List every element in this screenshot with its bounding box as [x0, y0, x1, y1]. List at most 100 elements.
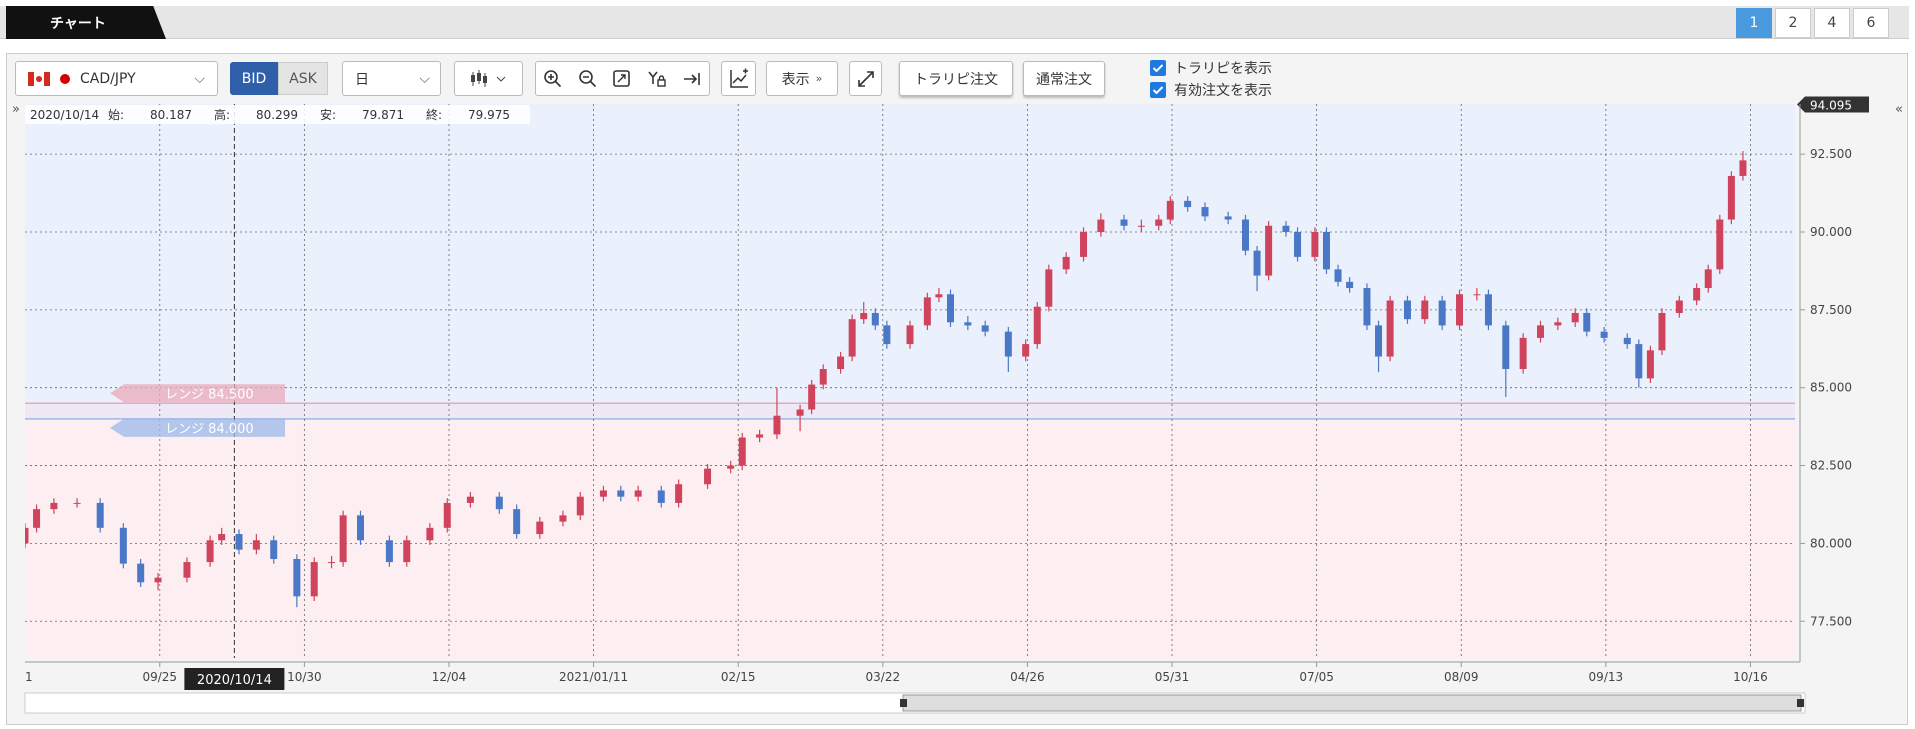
indicator-icon [729, 68, 748, 88]
readout-high: 80.299 [256, 108, 298, 122]
layout-button[interactable]: 6 [1853, 8, 1889, 38]
candle-body [1184, 200, 1192, 208]
y-tick-label: 82.500 [1810, 459, 1852, 473]
zoom-out[interactable] [578, 69, 598, 89]
candle-body [385, 540, 393, 563]
chevron: ⌵ [194, 70, 205, 87]
candle-body [1201, 207, 1209, 217]
collapse-left[interactable]: » [12, 102, 20, 117]
candle-body [466, 496, 474, 503]
checkbox-row[interactable]: 有効注文を表示 [1150, 80, 1272, 100]
scrollbar-handle[interactable] [1797, 699, 1804, 707]
display-select[interactable]: 表示 » [766, 61, 838, 96]
readout-close: 79.975 [468, 108, 510, 122]
candle-body [1022, 344, 1030, 357]
candle-body [310, 562, 318, 597]
zoom-in[interactable] [543, 69, 563, 89]
candle-body [1062, 256, 1070, 270]
checkbox[interactable] [1150, 82, 1166, 98]
y-tick-label: 87.500 [1810, 303, 1852, 317]
candle-body [426, 527, 434, 541]
ask-button[interactable]: ASK [278, 62, 328, 95]
candle-body [964, 322, 972, 326]
candle-body [1739, 160, 1747, 176]
tool-group [535, 61, 710, 96]
fit[interactable] [612, 69, 632, 89]
candle-body [1623, 337, 1631, 345]
candle-body [576, 496, 584, 516]
readout-low: 79.871 [362, 108, 404, 122]
y-tick-label: 77.500 [1810, 614, 1852, 628]
candle-body [946, 294, 954, 323]
candle-body [235, 534, 243, 550]
chart-style-select[interactable] [454, 61, 523, 96]
upper-zone [25, 104, 1795, 404]
candle-body [819, 369, 827, 385]
candle-body [1120, 219, 1128, 226]
candle-body [1693, 288, 1701, 301]
candle-body [1265, 225, 1273, 276]
candle-body [536, 521, 544, 535]
collapse-right[interactable]: « [1895, 102, 1903, 117]
cursor-label: 2020/10/14 [197, 673, 272, 688]
candle-body [1137, 225, 1145, 227]
pair-label: CAD/JPY [80, 70, 136, 87]
layout-button[interactable]: 2 [1775, 8, 1811, 38]
candle-body [1346, 281, 1354, 289]
candle-body [935, 294, 943, 298]
x-tick-label: 10/30 [287, 670, 322, 684]
period-label: 日 [355, 71, 369, 88]
checkbox-row[interactable]: トラリピを表示 [1150, 58, 1272, 78]
candle-body [1421, 300, 1429, 320]
y-tick-label: 92.500 [1810, 147, 1852, 161]
flag-jp [60, 73, 70, 84]
candle-body [1403, 300, 1411, 320]
candle-body [727, 465, 735, 469]
candle-body [1473, 294, 1481, 296]
bid-button[interactable]: BID [230, 62, 278, 95]
layout-button[interactable]: 1 [1736, 8, 1772, 38]
chart-tab[interactable]: チャート [6, 6, 166, 39]
trarepi-order-button[interactable]: トラリピ注文 [899, 61, 1013, 96]
candle-body [871, 312, 879, 326]
scrollbar-thumb[interactable] [902, 694, 1802, 712]
candle-body [773, 415, 781, 435]
cursor-label-bg [184, 668, 285, 690]
layout-button[interactable]: 4 [1814, 8, 1850, 38]
range-tag [110, 384, 285, 403]
candle-body [883, 325, 891, 345]
candle-body [119, 527, 127, 564]
candle-body [1097, 219, 1105, 232]
scrollbar-handle[interactable] [900, 699, 907, 707]
candle-body [1080, 231, 1088, 257]
candle-body [1294, 231, 1302, 257]
candle-body [1600, 331, 1608, 338]
candle-body [495, 496, 503, 510]
checkbox[interactable] [1150, 60, 1166, 76]
candle-body [1646, 350, 1654, 379]
indicator-button[interactable] [721, 61, 756, 96]
expand-button[interactable] [849, 61, 882, 96]
normal-order-button[interactable]: 通常注文 [1023, 61, 1105, 96]
pair-select[interactable]: CAD/JPY ⌵ [15, 61, 218, 96]
candle-body [154, 577, 162, 583]
candle-body [1635, 344, 1643, 379]
display-label: 表示 [781, 71, 810, 88]
readout-open: 80.187 [150, 108, 192, 122]
range-label: レンジ 84.500 [165, 387, 254, 402]
x-tick-label: 09/25 [142, 670, 177, 684]
candle-body [1704, 269, 1712, 289]
go-latest[interactable] [682, 69, 702, 89]
candle-body [837, 356, 845, 370]
candle-body [218, 534, 226, 541]
candle-body [1045, 269, 1053, 307]
candle-body [1438, 300, 1446, 326]
candle-body [50, 502, 58, 510]
candle-body [1334, 269, 1342, 282]
candle-body [252, 540, 260, 550]
period-select[interactable]: 日 ⌵ [342, 61, 441, 96]
candle-body [356, 515, 364, 541]
candle-body [599, 490, 607, 497]
y-lock[interactable] [647, 69, 667, 89]
